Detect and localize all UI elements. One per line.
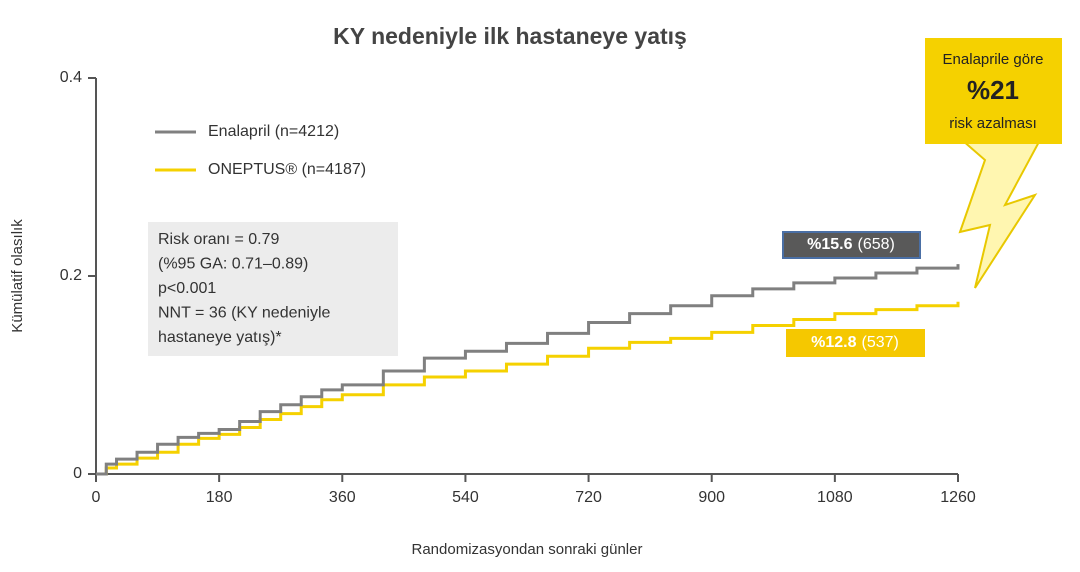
x-tick-label: 1080 [817,489,853,506]
series-line [96,264,960,476]
x-tick-label: 180 [206,489,233,506]
end-label-box [782,231,921,259]
x-tick-label: 540 [452,489,479,506]
end-label-box [786,329,925,357]
end-label: %12.8 (537) [811,334,899,351]
callout [925,38,1062,289]
end-label-value: %15.6 [807,236,852,253]
callout-text: Enalaprile göre [943,51,1044,68]
stats-box [148,222,398,356]
x-axis-label: Randomizasyondan sonraki günler [412,541,643,558]
y-tick-label: 0 [73,465,82,482]
stats-line: Risk oranı = 0.79 [158,231,280,248]
chart-title: KY nedeniyle ilk hastaneye yatış [333,23,687,49]
end-label-detail: (658) [858,236,895,253]
stats-line: (%95 GA: 0.71–0.89) [158,256,308,273]
x-tick-label: 0 [92,489,101,506]
end-label-value: %12.8 [811,334,856,351]
legend-label: Enalapril (n=4212) [208,123,339,140]
y-axis-label: Kümülatif olasılık [9,219,26,333]
y-tick-label: 0.4 [60,69,82,86]
stats-line: p<0.001 [158,280,216,297]
x-tick-label: 720 [575,489,602,506]
end-label-detail: (537) [862,334,899,351]
x-tick-label: 900 [698,489,725,506]
stats-line: NNT = 36 (KY nedeniyle [158,305,331,322]
callout-text: risk azalması [949,115,1037,132]
x-tick-label: 1260 [940,489,976,506]
callout-text: %21 [967,75,1019,105]
end-label: %15.6 (658) [807,236,895,253]
x-tick-label: 360 [329,489,356,506]
callout-box [925,38,1062,144]
y-tick-label: 0.2 [60,267,82,284]
stats-line: hastaneye yatış)* [158,329,282,346]
legend-label: ONEPTUS® (n=4187) [208,161,366,178]
